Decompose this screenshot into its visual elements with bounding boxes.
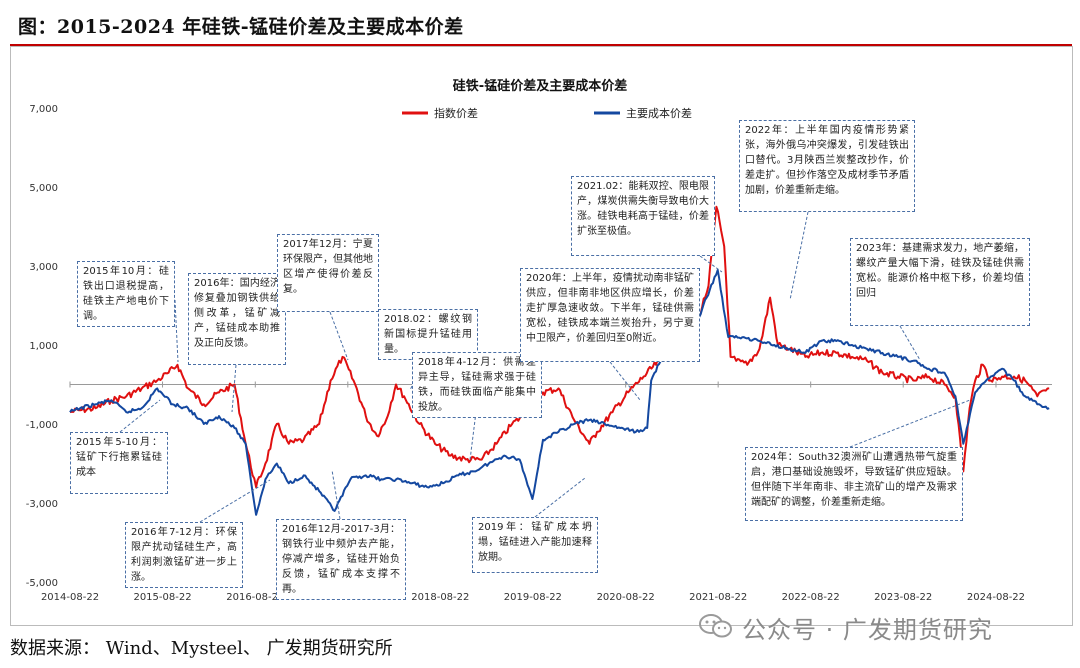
y-tick-label: 1,000 xyxy=(29,341,58,352)
annotation-callout: 2015年5-10月：锰矿下行拖累锰硅成本 xyxy=(70,432,168,494)
annotation-leader-line xyxy=(199,479,271,523)
annotation-callout: 2024年：South32澳洲矿山遭遇热带气旋重启，港口基础设施毁坏，导致锰矿供… xyxy=(745,447,963,521)
annotation-leader-line xyxy=(119,399,161,433)
figure-title: 图：2015-2024 年硅铁-锰硅价差及主要成本价差 xyxy=(18,16,464,38)
annotation-leader-line xyxy=(849,399,971,448)
annotation-leader-line xyxy=(899,325,921,361)
y-tick-label: -5,000 xyxy=(26,578,58,589)
y-tick-label: 7,000 xyxy=(29,104,58,115)
annotation-leader-line xyxy=(469,411,477,461)
annotation-leader-line xyxy=(609,361,641,401)
annotation-callout: 2016年12月-2017-3月：钢铁行业中频炉去产能，停减产增多，锰硅开始负反… xyxy=(276,519,406,600)
figure-header: 图：2015-2024 年硅铁-锰硅价差及主要成本价差 xyxy=(10,0,1072,46)
annotation-leader-line xyxy=(534,477,586,518)
annotation-leader-line xyxy=(789,211,809,301)
x-tick-label: 2020-08-22 xyxy=(597,592,655,603)
y-tick-label: 5,000 xyxy=(29,183,58,194)
legend-label-cost-spread: 主要成本价差 xyxy=(626,106,692,120)
wechat-icon xyxy=(699,614,732,638)
annotation-callout: 2015年10月：硅铁出口退税提高，硅铁主产地电价下调。 xyxy=(77,261,175,327)
chart-title: 硅铁-锰硅价差及主要成本价差 xyxy=(453,78,627,94)
annotation-leader-line xyxy=(231,364,237,413)
annotation-leader-line xyxy=(699,255,723,273)
x-tick-label: 2024-08-22 xyxy=(967,592,1025,603)
x-tick-label: 2019-08-22 xyxy=(504,592,562,603)
annotation-leader-line xyxy=(174,299,179,363)
annotation-callout: 2021.02：能耗双控、限电限产，煤炭供需失衡导致电价大涨。硅铁电耗高于锰硅，… xyxy=(571,176,715,256)
x-tick-label: 2022-08-22 xyxy=(782,592,840,603)
series-line-index-spread xyxy=(69,205,1050,489)
series-layer xyxy=(69,205,1050,523)
annotation-leader-line xyxy=(329,311,349,361)
x-tick-label: 2018-08-22 xyxy=(411,592,469,603)
x-tick-label: 2021-08-22 xyxy=(689,592,747,603)
watermark-text: 公众号 · 广发期货研究 xyxy=(742,616,993,644)
legend: 指数价差 主要成本价差 xyxy=(402,106,692,120)
x-tick-label: 2016-08-22 xyxy=(226,592,284,603)
data-source: 数据来源： Wind、Mysteel、 广发期货研究所 xyxy=(10,638,393,659)
y-tick-label: -1,000 xyxy=(26,420,58,431)
annotation-callout: 2016年7-12月：环保限产扰动锰硅生产，高利润刺激锰矿进一步上涨。 xyxy=(125,522,243,588)
annotation-callout: 2018年4-12月：供需差异主导，锰硅需求强于硅铁，而硅铁面临产能集中投放。 xyxy=(412,352,542,418)
x-tick-label: 2023-08-22 xyxy=(874,592,932,603)
legend-label-index-spread: 指数价差 xyxy=(434,106,478,120)
annotation-callout: 2020年：上半年，疫情扰动南非锰矿供应，但非南非地区供应增长，价差走扩厚急速收… xyxy=(520,268,700,362)
x-tick-label: 2015-08-22 xyxy=(133,592,191,603)
annotation-callout: 2016年：国内经济修复叠加钢铁供给侧改革，锰矿减产，锰硅成本助推及正向反馈。 xyxy=(188,273,286,365)
annotation-callout: 2019年：锰矿成本坍塌，锰硅进入产能加速释放期。 xyxy=(472,517,598,573)
annotation-leader-line xyxy=(331,469,341,520)
annotation-callout: 2017年12月：宁夏环保限产，但其他地区增产使得价差反复。 xyxy=(277,234,379,312)
y-tick-label: -3,000 xyxy=(26,499,58,510)
series-line-cost-spread xyxy=(69,269,1050,516)
annotation-callout: 2023年：基建需求发力，地产萎缩，螺纹产量大幅下滑，硅铁及锰硅供需宽松。能源价… xyxy=(850,238,1030,326)
annotation-callout: 2018.02：螺纹钢新国标提升锰硅用量。 xyxy=(378,309,478,360)
x-tick-label: 2014-08-22 xyxy=(41,592,99,603)
annotation-callout: 2022年：上半年国内疫情形势紧张，海外俄乌冲突爆发，引发硅铁出口替代。3月陕西… xyxy=(739,120,915,212)
y-tick-label: 3,000 xyxy=(29,262,58,273)
y-axis: 7,000 5,000 3,000 1,000 -1,000 -3,000 -5,000 xyxy=(26,104,58,589)
